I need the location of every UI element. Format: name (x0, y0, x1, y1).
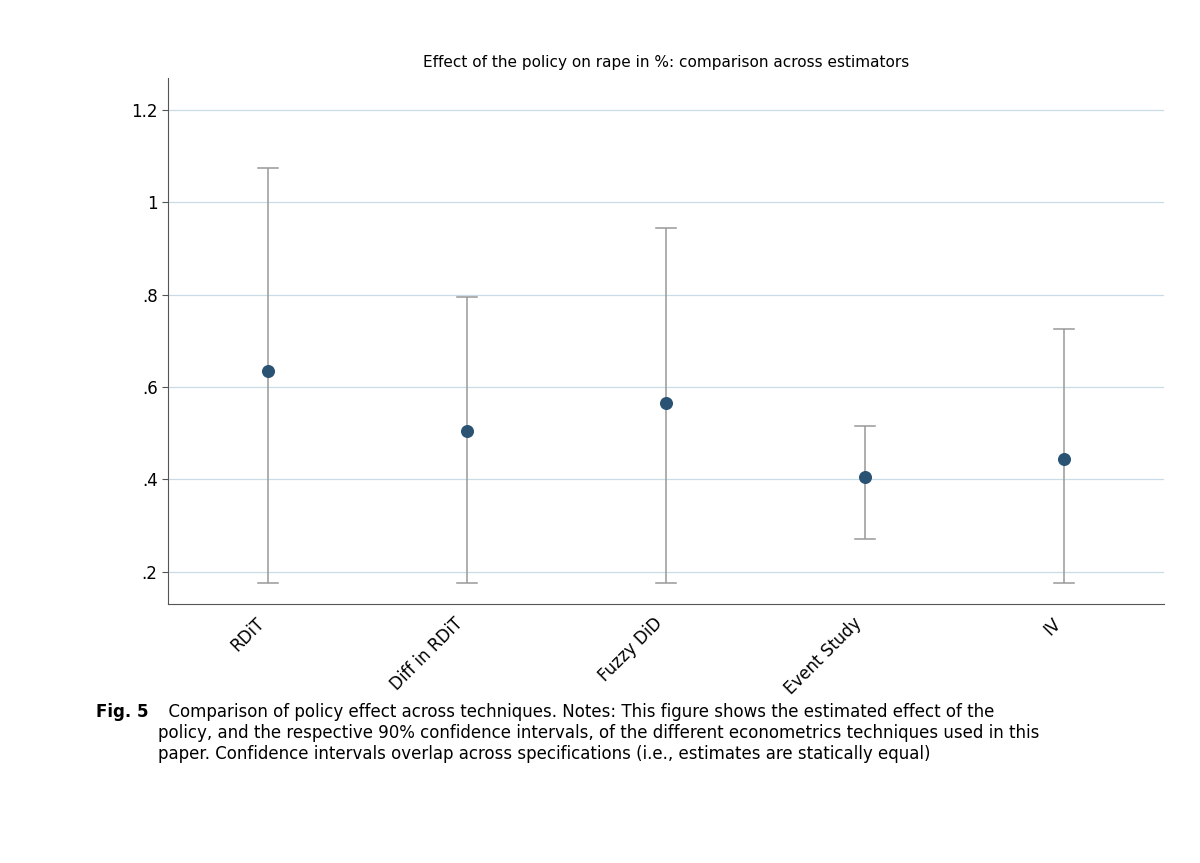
Point (457, 424, 476, 438)
Point (656, 396, 676, 410)
Text: Comparison of policy effect across techniques. Notes: This figure shows the esti: Comparison of policy effect across techn… (158, 703, 1039, 763)
Point (258, 364, 277, 378)
Text: Fig. 5: Fig. 5 (96, 703, 149, 721)
Point (1055, 451, 1074, 465)
Point (856, 470, 875, 484)
Title: Effect of the policy on rape in %: comparison across estimators: Effect of the policy on rape in %: compa… (422, 54, 910, 70)
